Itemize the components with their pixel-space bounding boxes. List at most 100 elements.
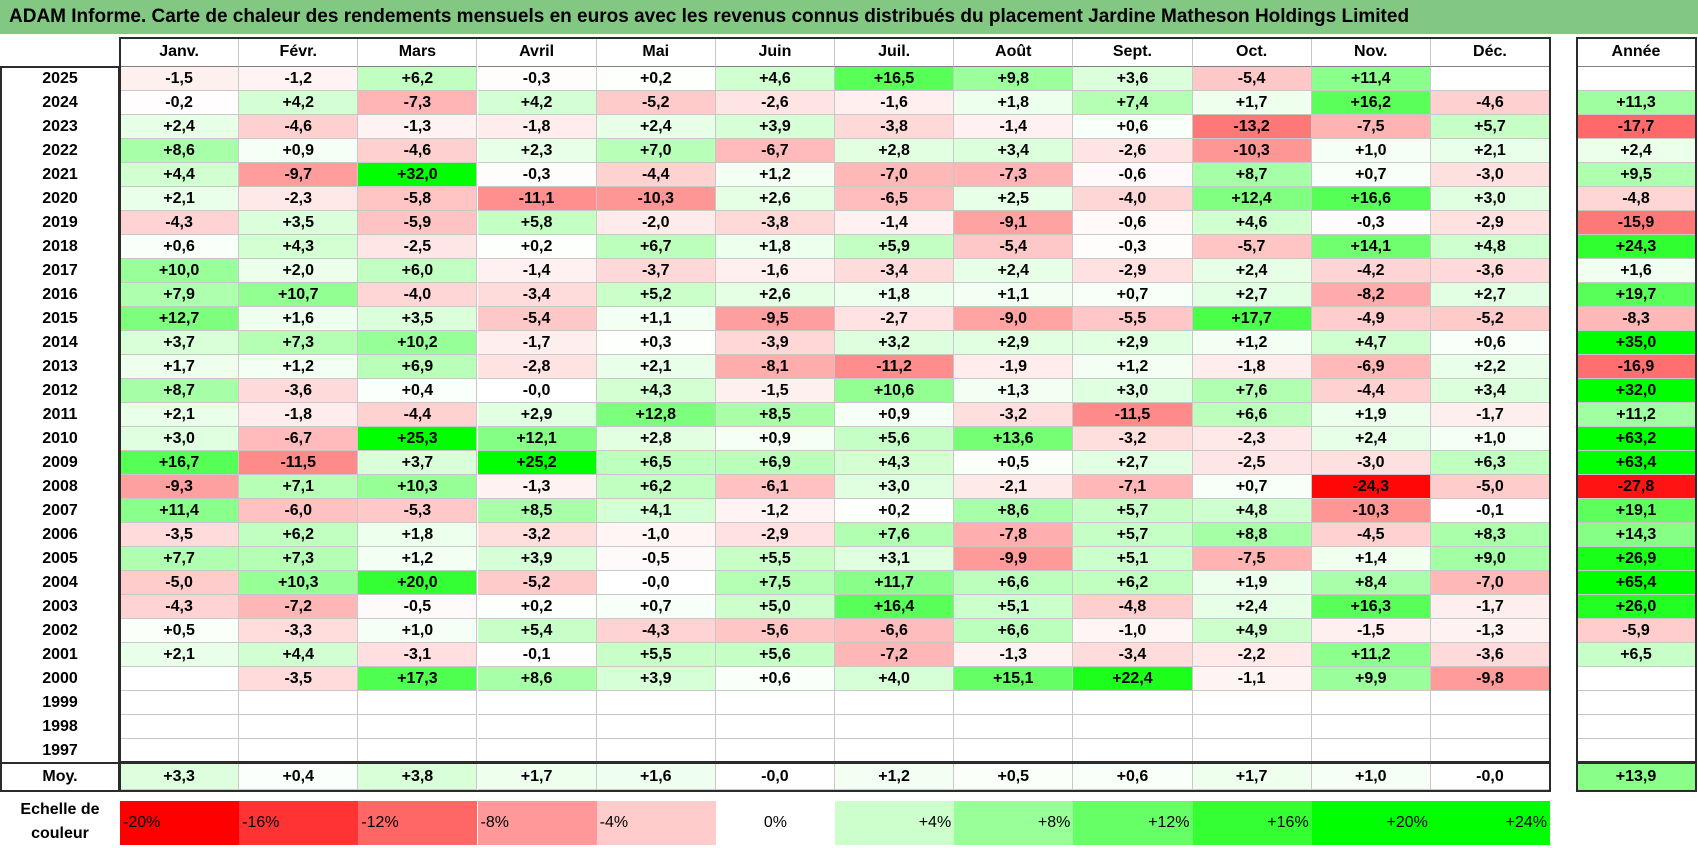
year-label: 2014 [42,334,78,351]
heatmap-cell: +22,4 [1073,667,1193,691]
heatmap-cell: -4,4 [596,163,716,187]
month-header: Mai [596,37,716,67]
heatmap-cell: -10,3 [1192,139,1312,163]
average-cell: +1,7 [477,764,597,790]
heatmap-cell: -4,2 [1311,259,1431,283]
heatmap-cell: +6,6 [954,619,1074,643]
heatmap-cell: +8,5 [477,499,597,523]
annual-cell: -27,8 [1577,475,1696,499]
heatmap-cell: +0,5 [120,619,240,643]
heatmap-cell: -3,9 [715,331,835,355]
annual-cell: +26,9 [1577,547,1696,571]
heatmap-cell: -3,2 [477,523,597,547]
heatmap-cell: +7,9 [120,283,240,307]
heatmap-cell: -5,3 [358,499,478,523]
heatmap-cell: +8,7 [1192,163,1312,187]
average-cell: +1,6 [596,764,716,790]
heatmap-cell: -1,8 [239,403,359,427]
heatmap-cell: +3,9 [596,667,716,691]
heatmap-cell: +13,6 [954,427,1074,451]
heatmap-cell: +2,0 [239,259,359,283]
heatmap-cell: +1,8 [835,283,955,307]
heatmap-cell: +5,8 [477,211,597,235]
heatmap-cell: +6,5 [596,451,716,475]
heatmap-cell: -2,2 [1192,643,1312,667]
heatmap-cell: +1,8 [715,235,835,259]
heatmap-cell: -2,9 [1073,259,1193,283]
heatmap-cell: -1,7 [1430,595,1551,619]
heatmap-cell: -3,6 [1430,643,1551,667]
heatmap-cell: +5,0 [715,595,835,619]
heatmap-cell: -0,3 [1073,235,1193,259]
year-label: 2001 [42,646,78,663]
heatmap-cell: -6,1 [715,475,835,499]
heatmap-cell: +3,7 [120,331,240,355]
heatmap-cell: +5,7 [1073,523,1193,547]
heatmap-cell: -5,5 [1073,307,1193,331]
color-scale-step: -12% [358,801,478,845]
heatmap-cell: +25,3 [358,427,478,451]
year-label: 2019 [42,214,78,231]
color-scale-step: +16% [1192,801,1312,845]
heatmap-cell: -2,5 [1192,451,1312,475]
heatmap-cell [1311,739,1431,763]
heatmap-cell: +2,9 [1073,331,1193,355]
color-scale-step: -8% [477,801,597,845]
heatmap-cell: +16,4 [835,595,955,619]
heatmap-cell: +1,9 [1311,403,1431,427]
heatmap-cell: +3,7 [358,451,478,475]
heatmap-cell: -4,3 [596,619,716,643]
heatmap-cell: -2,3 [239,187,359,211]
heatmap-cell: +4,9 [1192,619,1312,643]
heatmap-cell: +6,2 [596,475,716,499]
month-header: Avril [477,37,597,67]
annual-cell [1577,739,1696,763]
heatmap-cell [596,715,716,739]
annual-cell: +65,4 [1577,571,1696,595]
heatmap-cell: -3,7 [596,259,716,283]
heatmap-cell: -4,0 [1073,187,1193,211]
heatmap-cell: -1,9 [954,355,1074,379]
heatmap-cell [835,739,955,763]
heatmap-cell: +1,8 [954,91,1074,115]
heatmap-cell: +5,5 [715,547,835,571]
heatmap-cell: -0,6 [1073,211,1193,235]
heatmap-cell: +2,4 [120,115,240,139]
annual-cell: +11,2 [1577,403,1696,427]
heatmap-cell: +2,1 [596,355,716,379]
heatmap-cell: -6,6 [835,619,955,643]
annual-cell: +63,2 [1577,427,1696,451]
heatmap-cell: +2,1 [120,643,240,667]
heatmap-cell: -7,1 [1073,475,1193,499]
year-label: 2005 [42,550,78,567]
heatmap-cell: +15,1 [954,667,1074,691]
month-header: Nov. [1311,37,1431,67]
color-scale-step: -4% [596,801,716,845]
month-header: Août [954,37,1074,67]
heatmap-cell [835,715,955,739]
heatmap-cell: +3,0 [1430,187,1551,211]
heatmap-cell [954,739,1074,763]
heatmap-cell: -1,2 [239,67,359,91]
heatmap-cell [477,715,597,739]
heatmap-cell: -7,3 [358,91,478,115]
heatmap-cell: +8,7 [120,379,240,403]
heatmap-cell: +4,1 [596,499,716,523]
heatmap-cell: -0,2 [120,91,240,115]
heatmap-cell: -3,0 [1430,163,1551,187]
heatmap-cell: -1,3 [1430,619,1551,643]
heatmap-cell: +1,0 [1430,427,1551,451]
heatmap-cell: +1,2 [1073,355,1193,379]
heatmap-cell: -0,1 [477,643,597,667]
heatmap-cell: +5,4 [477,619,597,643]
heatmap-cell: -3,5 [120,523,240,547]
annual-cell: +1,6 [1577,259,1696,283]
year-label: 2000 [42,670,78,687]
heatmap-cell [239,691,359,715]
heatmap-cell [954,715,1074,739]
heatmap-cell: +16,5 [835,67,955,91]
annual-cell: +9,5 [1577,163,1696,187]
heatmap-cell: +4,4 [239,643,359,667]
heatmap-cell: +6,9 [358,355,478,379]
year-label: 2018 [42,238,78,255]
